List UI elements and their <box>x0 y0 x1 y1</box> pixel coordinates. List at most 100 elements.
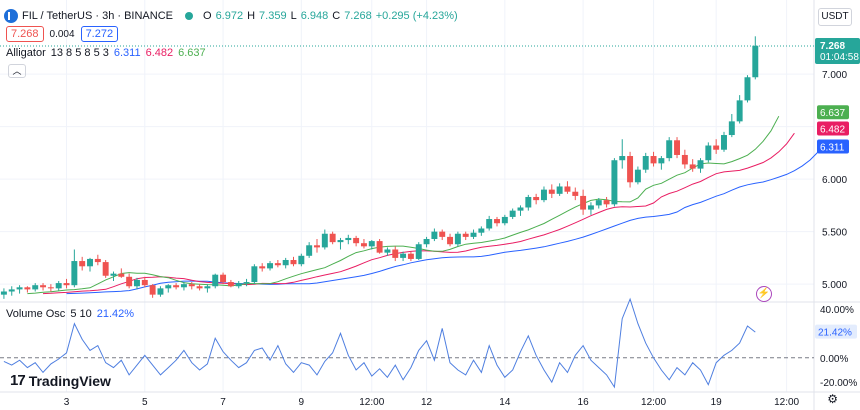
candle-96 <box>752 36 759 80</box>
candle-32 <box>251 264 258 285</box>
candle-body <box>689 164 696 169</box>
candle-body <box>736 100 743 122</box>
candle-body <box>580 195 587 210</box>
candle-87 <box>681 149 688 169</box>
candle-35 <box>274 259 281 268</box>
candle-body <box>196 286 203 289</box>
sell-price-button[interactable]: 7.268 <box>6 26 44 42</box>
candle-66 <box>517 205 524 216</box>
alligator-jaw-line <box>66 151 819 295</box>
candle-75 <box>587 202 594 215</box>
symbol-title[interactable]: FIL / TetherUS · 3h · BINANCE <box>22 10 173 22</box>
candle-body <box>697 160 704 169</box>
osc-tick-label: 40.00% <box>820 305 854 316</box>
candle-body <box>235 283 242 287</box>
lightning-icon[interactable]: ⚡ <box>756 286 772 302</box>
candle-15 <box>118 268 125 278</box>
candle-body <box>454 233 461 245</box>
candle-body <box>744 77 751 101</box>
candle-body <box>548 189 555 194</box>
change-value: +0.295 (+4.23%) <box>375 10 458 22</box>
osc-tick-label: 0.00% <box>820 354 848 365</box>
candle-52 <box>407 251 414 262</box>
candle-body <box>251 266 258 283</box>
alligator-lips-value: 6.637 <box>178 47 206 59</box>
chevron-up-icon[interactable]: ︿ <box>8 64 26 78</box>
candle-body <box>306 245 313 256</box>
alligator-axis-tag <box>817 105 849 120</box>
alligator-axis-tag <box>817 139 849 154</box>
candle-94 <box>736 95 743 124</box>
candle-body <box>133 279 140 287</box>
candle-56 <box>439 229 446 241</box>
volume-osc-legend[interactable]: Volume Osc 5 10 21.42% <box>6 308 134 320</box>
candle-body <box>533 196 540 201</box>
candle-body <box>360 243 367 247</box>
currency-button[interactable]: USDT <box>818 8 852 26</box>
candle-64 <box>501 214 508 226</box>
candle-body <box>204 286 211 289</box>
candle-8 <box>63 278 70 289</box>
alligator-axis-label: 6.482 <box>820 125 845 136</box>
candle-78 <box>611 158 618 207</box>
candle-14 <box>110 271 117 281</box>
time-tick-label: 5 <box>142 397 148 408</box>
candle-30 <box>235 280 242 289</box>
candle-body <box>173 285 180 288</box>
candle-29 <box>227 279 234 288</box>
time-tick-label: 7 <box>220 397 226 408</box>
candle-25 <box>196 284 203 291</box>
candle-body <box>650 156 657 164</box>
candle-body <box>595 200 602 206</box>
candle-47 <box>368 240 375 250</box>
candle-body <box>0 291 7 295</box>
current-price-tag <box>815 37 860 64</box>
candle-body <box>329 233 336 243</box>
candle-body <box>32 285 39 290</box>
tradingview-logo[interactable]: 17 TradingView <box>10 372 111 389</box>
buy-price-button[interactable]: 7.272 <box>80 26 119 42</box>
candle-95 <box>744 75 751 103</box>
candle-70 <box>548 184 555 199</box>
alligator-teeth-line <box>42 132 795 295</box>
candle-body <box>259 266 266 269</box>
candle-body <box>407 253 414 259</box>
low-label: L <box>290 10 297 22</box>
candle-body <box>681 154 688 165</box>
candle-74 <box>580 189 587 215</box>
candle-body <box>376 241 383 253</box>
candle-53 <box>415 242 422 260</box>
gear-icon[interactable]: ⚙ <box>827 392 838 406</box>
open-label: O <box>203 10 212 22</box>
candle-body <box>572 191 579 196</box>
market-status-icon <box>185 12 193 20</box>
price-tick-label: 7.000 <box>822 70 847 81</box>
candle-body <box>603 200 610 205</box>
candle-54 <box>423 236 430 248</box>
time-tick-label: 12:00 <box>641 397 666 408</box>
candle-92 <box>721 131 727 152</box>
alligator-legend[interactable]: Alligator 13 8 5 8 5 3 6.311 6.482 6.637 <box>6 47 206 59</box>
candle-37 <box>290 256 297 267</box>
candle-82 <box>642 152 649 173</box>
price-tick-label: 5.000 <box>822 280 847 291</box>
candle-body <box>24 287 31 290</box>
candle-body <box>415 244 422 259</box>
candle-58 <box>454 231 461 247</box>
candle-body <box>314 245 320 248</box>
logo-text: TradingView <box>28 372 111 389</box>
candle-63 <box>494 216 500 227</box>
candle-39 <box>306 242 313 258</box>
candle-38 <box>298 253 305 267</box>
alligator-name: Alligator <box>6 47 46 59</box>
candle-body <box>220 274 227 283</box>
time-tick-label: 3 <box>64 397 70 408</box>
candle-71 <box>556 183 563 196</box>
candle-body <box>55 283 62 289</box>
candle-22 <box>173 283 180 290</box>
candle-59 <box>462 231 469 241</box>
candle-61 <box>478 226 485 236</box>
time-tick-label: 19 <box>711 397 723 408</box>
candle-body <box>47 287 54 289</box>
